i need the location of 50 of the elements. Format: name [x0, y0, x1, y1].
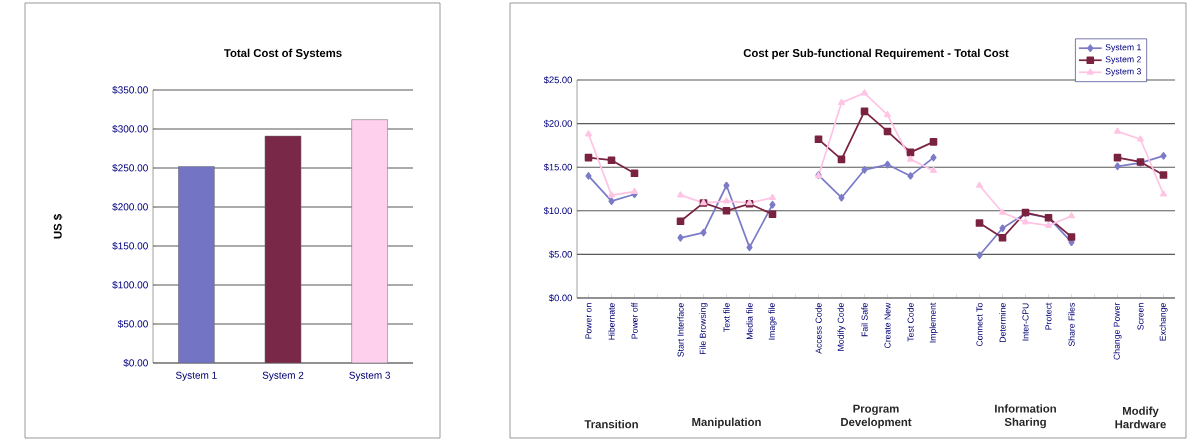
legend-label: System 3 [1105, 68, 1141, 77]
y-tick-label: $150.00 [112, 241, 148, 251]
y-tick-label: $200.00 [112, 202, 148, 212]
x-tick-label: Fail Safe [861, 303, 868, 337]
y-tick-label: $25.00 [543, 76, 572, 84]
x-tick-label: Determine [999, 303, 1006, 342]
text: Program Development [841, 404, 912, 429]
x-tick-label: Connect To [976, 303, 983, 347]
text: Modify Hardware [1115, 406, 1166, 429]
x-tick-label: Change Power [1113, 302, 1122, 360]
chart-title: Total Cost of Systems [224, 48, 342, 60]
text: Information Sharing [995, 404, 1056, 429]
y-tick-label: $5.00 [549, 250, 572, 259]
y-axis-title: US $ [53, 214, 63, 239]
y-tick-label: $50.00 [117, 319, 148, 329]
y-tick-label: $100.00 [112, 280, 148, 290]
y-tick-label: $0.00 [549, 294, 572, 302]
x-tick-label: Power on [585, 303, 592, 339]
y-tick-label: $0.00 [123, 358, 148, 368]
chart-title: Cost per Sub-functional Requirement - Total Cost [743, 48, 1009, 60]
x-tick-label: Hibernate [608, 303, 615, 340]
x-tick-label: Start Interface [677, 303, 684, 357]
x-tick-label: Create New [884, 302, 891, 349]
x-tick-label: Test Code [907, 303, 914, 342]
legend-label: System 1 [1105, 44, 1141, 53]
x-tick-label: Share Files [1068, 303, 1075, 347]
text: Transition [584, 419, 638, 429]
x-tick-label: Image file [768, 303, 777, 340]
x-tick-label: Screen [1137, 303, 1144, 330]
x-tick-label: File Browsing [699, 303, 708, 355]
x-tick-label: Exchange [1159, 303, 1168, 341]
y-tick-label: $300.00 [112, 124, 148, 134]
y-tick-label: $350.00 [112, 85, 148, 95]
x-tick-label: Implement [929, 302, 938, 343]
y-tick-label: $20.00 [543, 119, 572, 128]
x-tick-label: Protect [1045, 302, 1052, 330]
x-tick-label: Access Code [815, 303, 822, 354]
y-tick-label: $10.00 [543, 207, 572, 215]
text: Manipulation [692, 417, 761, 429]
x-tick-label: Text file [723, 303, 730, 332]
x-tick-label: Media file [746, 303, 753, 340]
y-tick-label: $15.00 [543, 163, 572, 171]
y-tick-label: $250.00 [112, 163, 148, 173]
x-tick-label: Modify Code [837, 303, 846, 351]
x-tick-label: Inter-CPU [1022, 303, 1029, 341]
legend-label: System 2 [1105, 56, 1141, 65]
x-tick-label: System 1 [175, 371, 217, 381]
x-tick-label: System 3 [349, 371, 391, 381]
x-tick-label: System 2 [262, 371, 304, 381]
x-tick-label: Power off [631, 302, 638, 339]
